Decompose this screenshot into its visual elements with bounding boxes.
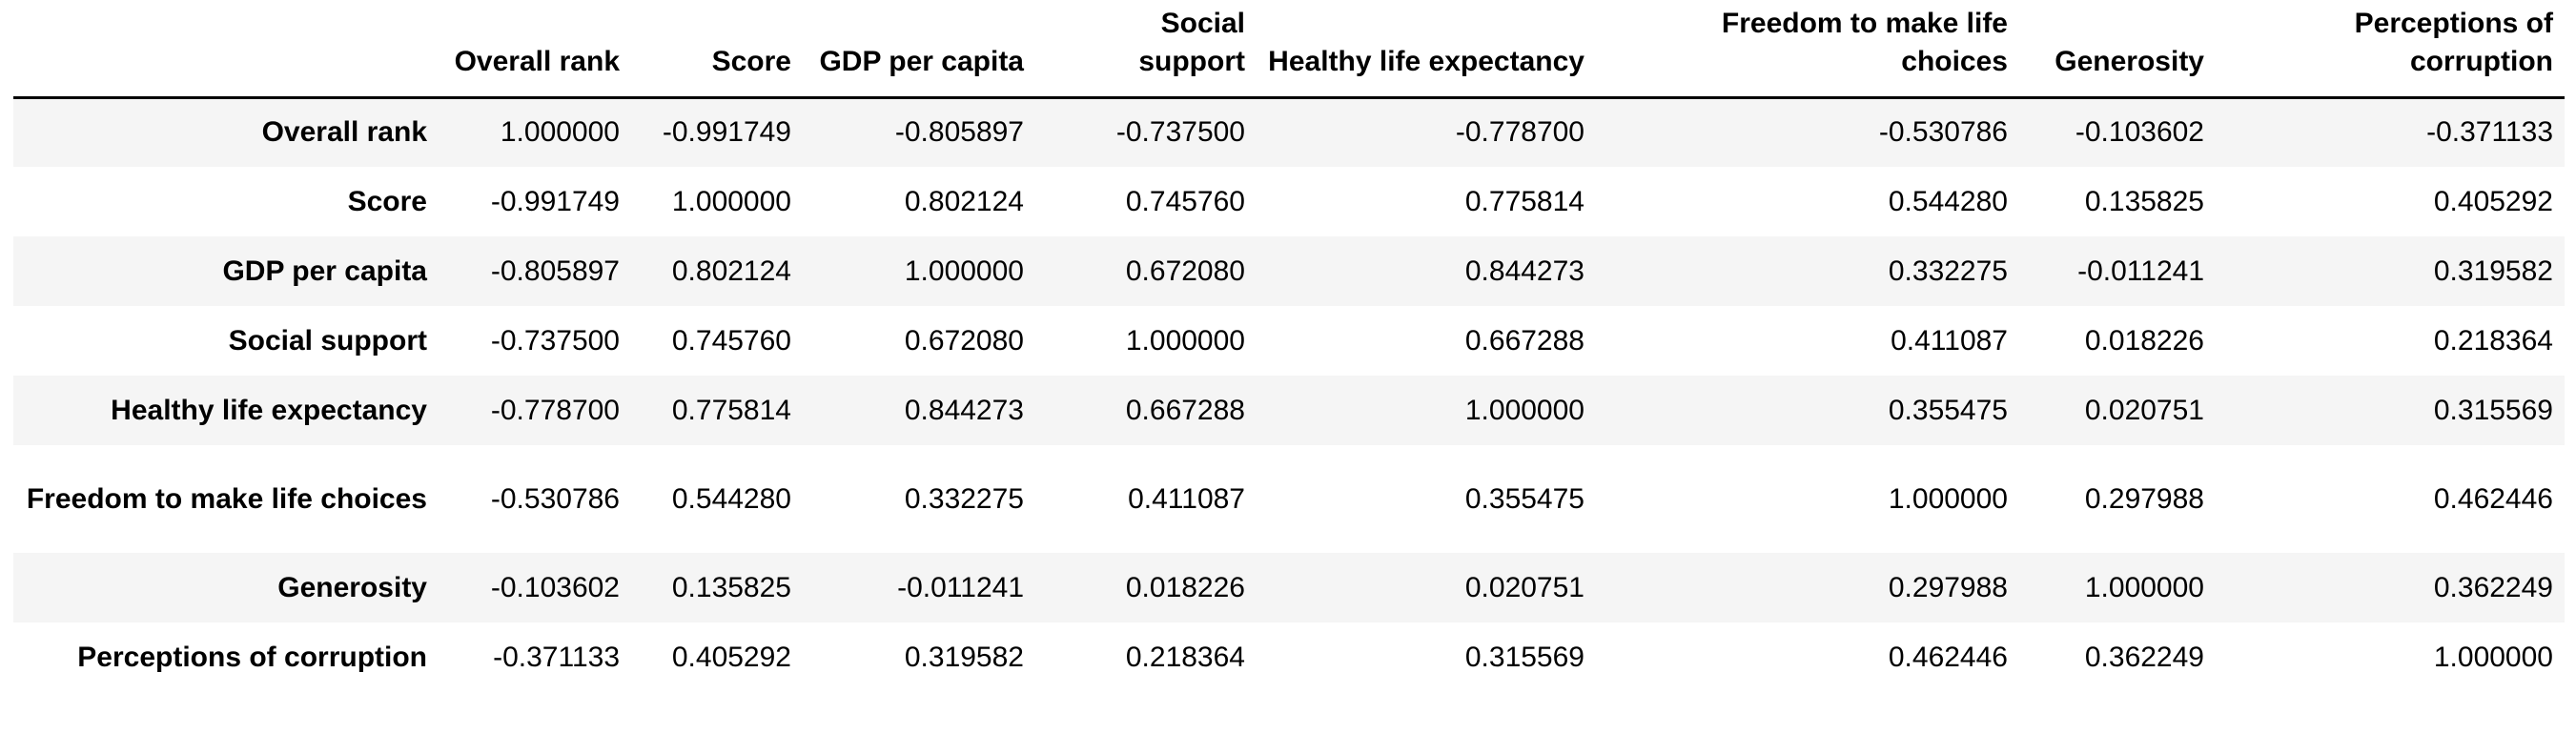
- table-cell: -0.991749: [490, 185, 620, 217]
- table-cell: 0.667288: [1125, 394, 1245, 426]
- table-cell: 0.462446: [1888, 641, 2008, 673]
- table-cell: 0.297988: [2084, 482, 2204, 515]
- row-label: Generosity: [277, 571, 427, 603]
- table-cell: 0.405292: [671, 641, 791, 673]
- table-cell: 0.218364: [2433, 324, 2553, 357]
- table-cell: -0.778700: [490, 394, 620, 426]
- table-cell: -0.778700: [1455, 116, 1584, 149]
- column-header: Social support: [1035, 0, 1257, 99]
- table-row: Healthy life expectancy -0.778700 0.775814…: [13, 376, 2565, 445]
- table-cell: 0.745760: [1125, 185, 1245, 217]
- column-header: Generosity: [2019, 0, 2216, 99]
- row-label: Social support: [228, 324, 427, 357]
- table-cell: -0.737500: [1115, 116, 1245, 149]
- table-header: Overall rank Score GDP per capita Social…: [13, 0, 2565, 99]
- table-cell: 0.802124: [904, 185, 1024, 217]
- table-cell: 0.319582: [2433, 255, 2553, 287]
- table-cell: 0.297988: [1888, 571, 2008, 603]
- table-cell: 0.411087: [1891, 324, 2008, 357]
- table-cell: 0.355475: [1888, 394, 2008, 426]
- table-row: Score -0.991749 1.000000 0.802124 0.745760 0.…: [13, 167, 2565, 236]
- table-cell: 0.405292: [2433, 185, 2553, 217]
- table-cell: -0.530786: [490, 482, 620, 515]
- column-header: Score: [631, 0, 803, 99]
- table-cell: -0.530786: [1878, 116, 2008, 149]
- table-cell: 0.802124: [671, 255, 791, 287]
- row-label: Overall rank: [261, 116, 427, 149]
- table-cell: 0.355475: [1464, 482, 1584, 515]
- table-cell: 0.411087: [1128, 482, 1245, 515]
- row-label: Perceptions of corruption: [77, 641, 427, 673]
- table-cell: 0.018226: [2084, 324, 2204, 357]
- table-cell: 1.000000: [1464, 394, 1584, 426]
- table-cell: -0.737500: [490, 324, 620, 357]
- header-corner: [13, 0, 439, 99]
- table-cell: 0.315569: [1464, 641, 1584, 673]
- table-cell: 1.000000: [671, 185, 791, 217]
- table-cell: -0.805897: [894, 116, 1024, 149]
- table-row: GDP per capita -0.805897 0.802124 1.000000 0…: [13, 236, 2565, 306]
- table-cell: 0.020751: [1464, 571, 1584, 603]
- table-cell: 0.332275: [1888, 255, 2008, 287]
- table-row: Freedom to make life choices -0.530786 0.5…: [13, 445, 2565, 553]
- table-row: Social support -0.737500 0.745760 0.672080 1…: [13, 306, 2565, 376]
- table-cell: -0.371133: [2426, 116, 2553, 149]
- table-cell: 0.135825: [2084, 185, 2204, 217]
- column-header: Perceptions of corruption: [2216, 0, 2565, 99]
- table-cell: 0.544280: [671, 482, 791, 515]
- table-body: Overall rank 1.000000 -0.991749 -0.805897 -0…: [13, 97, 2565, 692]
- table-cell: 0.362249: [2433, 571, 2553, 603]
- table-cell: 0.672080: [904, 324, 1024, 357]
- table-cell: 0.462446: [2433, 482, 2553, 515]
- table-cell: 1.000000: [1888, 482, 2008, 515]
- table-cell: 1.000000: [904, 255, 1024, 287]
- table-cell: 1.000000: [500, 116, 620, 149]
- table-cell: 1.000000: [2433, 641, 2553, 673]
- table-cell: -0.011241: [897, 571, 1024, 603]
- table-cell: 0.844273: [1464, 255, 1584, 287]
- table-cell: -0.103602: [2075, 116, 2204, 149]
- column-header: Freedom to make life choices: [1596, 0, 2019, 99]
- table-cell: 0.218364: [1125, 641, 1245, 673]
- table-cell: 1.000000: [1125, 324, 1245, 357]
- table-row: Generosity -0.103602 0.135825 -0.011241 0.01…: [13, 553, 2565, 622]
- table-cell: 1.000000: [2084, 571, 2204, 603]
- row-label: Healthy life expectancy: [111, 394, 427, 426]
- table-cell: 0.135825: [671, 571, 791, 603]
- row-label: Score: [347, 185, 427, 217]
- table-cell: 0.315569: [2433, 394, 2553, 426]
- table-cell: -0.991749: [662, 116, 791, 149]
- table-cell: 0.544280: [1888, 185, 2008, 217]
- table-cell: 0.319582: [904, 641, 1024, 673]
- table-cell: -0.805897: [490, 255, 620, 287]
- table-cell: -0.371133: [493, 641, 620, 673]
- table-cell: 0.775814: [1464, 185, 1584, 217]
- column-header: Healthy life expectancy: [1257, 0, 1596, 99]
- table-row: Perceptions of corruption -0.371133 0.4052…: [13, 622, 2565, 692]
- row-label: Freedom to make life choices: [26, 482, 427, 515]
- table-cell: -0.103602: [490, 571, 620, 603]
- table-row: Overall rank 1.000000 -0.991749 -0.805897 -0…: [13, 97, 2565, 167]
- table-cell: 0.844273: [904, 394, 1024, 426]
- header-row: Overall rank Score GDP per capita Social…: [13, 0, 2565, 99]
- column-header: Overall rank: [439, 0, 631, 99]
- row-label: GDP per capita: [222, 255, 427, 287]
- correlation-table-container: Overall rank Score GDP per capita Social…: [13, 0, 2565, 692]
- table-cell: 0.332275: [904, 482, 1024, 515]
- table-cell: 0.362249: [2084, 641, 2204, 673]
- table-cell: 0.775814: [671, 394, 791, 426]
- table-cell: -0.011241: [2077, 255, 2204, 287]
- column-header: GDP per capita: [803, 0, 1035, 99]
- table-cell: 0.018226: [1125, 571, 1245, 603]
- correlation-table: Overall rank Score GDP per capita Social…: [13, 0, 2565, 692]
- table-cell: 0.667288: [1464, 324, 1584, 357]
- table-cell: 0.745760: [671, 324, 791, 357]
- table-cell: 0.020751: [2084, 394, 2204, 426]
- table-cell: 0.672080: [1125, 255, 1245, 287]
